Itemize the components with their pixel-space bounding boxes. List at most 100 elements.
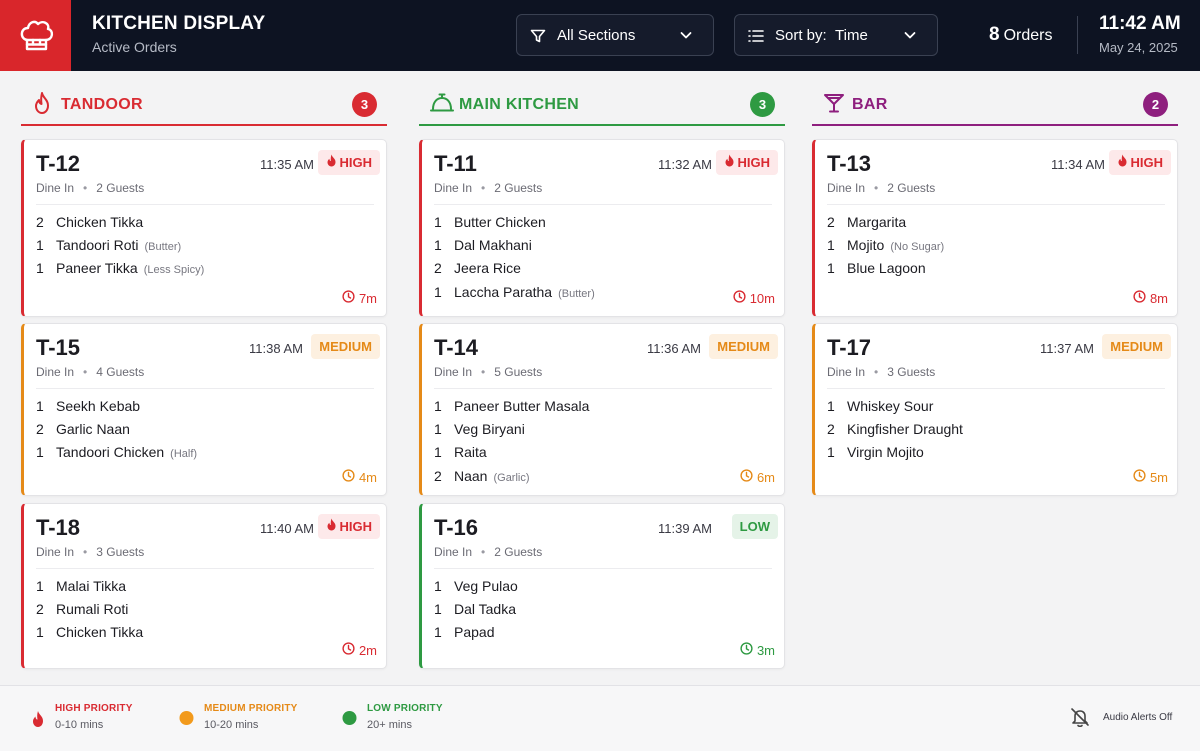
order-item: 1 Tandoori Roti (Butter) — [36, 237, 204, 260]
order-card[interactable]: T-17 11:37 AM MEDIUM Dine In • 3 Guests 1 Whisk… — [812, 323, 1178, 496]
order-item: 2 Kingfisher Draught — [827, 421, 963, 444]
section-name: BAR — [852, 96, 888, 113]
item-quantity: 1 — [36, 237, 44, 254]
sort-list-icon — [747, 27, 765, 49]
item-quantity: 1 — [36, 398, 44, 414]
elapsed-time: 4m — [342, 469, 377, 485]
order-item: 2 Jeera Rice — [434, 260, 595, 283]
table-number: T-15 — [36, 335, 81, 360]
item-quantity: 1 — [434, 624, 442, 641]
order-card[interactable]: T-15 11:38 AM MEDIUM Dine In • 4 Guests 1 Seekh… — [21, 323, 387, 496]
order-item: 1 Raita — [434, 444, 589, 467]
elapsed-time: 5m — [1133, 469, 1168, 485]
order-meta: Dine In • 3 Guests — [36, 545, 145, 559]
audio-alerts-toggle[interactable]: Audio Alerts Off — [1069, 706, 1172, 733]
item-quantity: 2 — [827, 214, 835, 230]
priority-label: MEDIUM — [1110, 339, 1163, 354]
clock-icon — [342, 642, 355, 658]
item-quantity: 1 — [434, 237, 442, 254]
item-note: (Butter) — [558, 287, 595, 300]
order-type: Dine In — [434, 545, 473, 559]
order-card[interactable]: T-18 11:40 AM HIGH Dine In • 3 Guests 1 Malai T… — [21, 503, 387, 669]
order-card[interactable]: T-11 11:32 AM HIGH Dine In • 2 Guests 1 Butter … — [419, 139, 785, 317]
guest-count: 5 Guests — [494, 365, 543, 379]
elapsed-time: 8m — [1133, 290, 1168, 306]
order-item: 1 Virgin Mojito — [827, 444, 963, 467]
item-name: Butter Chicken — [454, 214, 546, 230]
item-note: (Half) — [170, 448, 198, 461]
order-card[interactable]: T-16 11:39 AM LOW Dine In • 2 Guests 1 Veg Pula… — [419, 503, 785, 669]
elapsed-value: 10m — [749, 290, 775, 306]
order-type: Dine In — [434, 181, 473, 195]
priority-label: HIGH — [737, 155, 771, 170]
elapsed-value: 4m — [358, 469, 377, 485]
legend-range: 10-20 mins — [204, 719, 259, 731]
order-meta: Dine In • 2 Guests — [827, 181, 936, 195]
item-quantity: 2 — [36, 601, 44, 618]
item-quantity: 1 — [827, 237, 835, 254]
item-name: Dal Makhani — [454, 237, 532, 254]
item-name: Seekh Kebab — [56, 398, 141, 414]
item-quantity: 1 — [36, 578, 44, 594]
order-card[interactable]: T-12 11:35 AM HIGH Dine In • 2 Guests 2 Chicken… — [21, 139, 387, 317]
order-card[interactable]: T-14 11:36 AM MEDIUM Dine In • 5 Guests 1 Panee… — [419, 323, 785, 496]
section-name: TANDOOR — [61, 96, 143, 113]
priority-label: LOW — [739, 519, 770, 534]
order-meta: Dine In • 2 Guests — [434, 181, 543, 195]
order-time: 11:40 AM — [260, 521, 314, 536]
section-header: TANDOOR 3 — [21, 88, 387, 126]
app-subtitle: Active Orders — [92, 39, 177, 55]
order-item: 2 Garlic Naan — [36, 421, 197, 444]
card-divider — [434, 568, 772, 569]
priority-badge: HIGH — [317, 150, 380, 175]
order-item: 1 Paneer Butter Masala — [434, 398, 589, 421]
order-item: 1 Veg Pulao — [434, 578, 518, 601]
table-number: T-14 — [434, 335, 479, 360]
item-name: Papad — [454, 624, 495, 641]
order-item: 2 Margarita — [827, 214, 944, 237]
sections-filter-dropdown[interactable]: All Sections — [516, 14, 714, 56]
card-divider — [36, 204, 374, 205]
item-name: Chicken Tikka — [56, 624, 144, 641]
table-number: T-18 — [36, 515, 81, 540]
order-meta: Dine In • 3 Guests — [827, 365, 936, 379]
elapsed-value: 2m — [358, 642, 377, 658]
item-quantity: 2 — [434, 260, 442, 277]
flame-icon — [326, 514, 337, 539]
sort-dropdown[interactable]: Sort by: Time — [734, 14, 938, 56]
order-items: 1 Malai Tikka 2 Rumali Roti 1 Chicken Tikka — [36, 578, 143, 648]
cocktail-icon — [822, 91, 846, 120]
order-item: 1 Seekh Kebab — [36, 398, 197, 421]
dot-icon — [342, 710, 358, 731]
item-name: Chicken Tikka — [56, 214, 144, 230]
item-quantity: 2 — [36, 214, 44, 230]
order-items: 1 Veg Pulao 1 Dal Tadka 1 Papad — [434, 578, 518, 648]
flame-icon — [724, 150, 735, 175]
priority-badge: MEDIUM — [1102, 334, 1171, 359]
order-items: 2 Margarita 1 Mojito (No Sugar) 1 Blue Lagoon — [827, 214, 944, 284]
priority-label: MEDIUM — [717, 339, 770, 354]
elapsed-value: 8m — [1149, 290, 1168, 306]
item-quantity: 1 — [36, 624, 44, 641]
legend-title: HIGH PRIORITY — [55, 703, 133, 714]
priority-badge: HIGH — [715, 150, 778, 175]
order-item: 2 Naan (Garlic) — [434, 468, 589, 491]
flame-icon — [31, 91, 53, 120]
priority-badge: HIGH — [1108, 150, 1171, 175]
item-quantity: 1 — [36, 444, 44, 461]
guest-count: 3 Guests — [887, 365, 936, 379]
elapsed-time: 2m — [342, 642, 377, 658]
order-item: 1 Dal Makhani — [434, 237, 595, 260]
priority-label: HIGH — [1130, 155, 1164, 170]
order-time: 11:35 AM — [260, 157, 314, 172]
elapsed-time: 3m — [740, 642, 775, 658]
orders-count-number: 8 — [989, 24, 1000, 45]
priority-badge: LOW — [731, 514, 778, 539]
order-item: 2 Chicken Tikka — [36, 214, 204, 237]
guest-count: 2 Guests — [494, 181, 543, 195]
card-divider — [434, 388, 772, 389]
guest-count: 2 Guests — [887, 181, 936, 195]
item-quantity: 1 — [36, 260, 44, 277]
order-card[interactable]: T-13 11:34 AM HIGH Dine In • 2 Guests 2 Margari… — [812, 139, 1178, 317]
order-item: 1 Tandoori Chicken (Half) — [36, 444, 197, 467]
